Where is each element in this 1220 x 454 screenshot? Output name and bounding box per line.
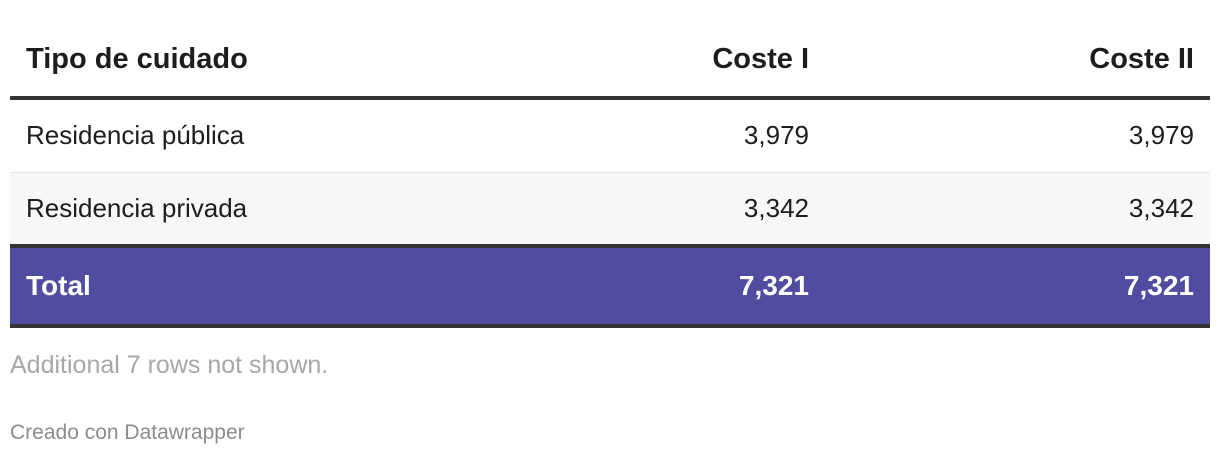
total-coste-2: 7,321 <box>825 244 1210 328</box>
column-header-tipo[interactable]: Tipo de cuidado <box>10 0 615 100</box>
table-chart: Tipo de cuidado Coste I Coste II Residen… <box>10 0 1210 446</box>
header-row: Tipo de cuidado Coste I Coste II <box>10 0 1210 100</box>
total-label: Total <box>10 244 615 328</box>
cell-coste-2: 3,979 <box>825 98 1210 173</box>
column-header-coste-2[interactable]: Coste II <box>825 0 1210 100</box>
datawrapper-credit[interactable]: Creado con Datawrapper <box>10 421 245 444</box>
total-coste-1: 7,321 <box>615 244 825 328</box>
row-label: Residencia pública <box>10 98 615 173</box>
row-label: Residencia privada <box>10 172 615 246</box>
data-table: Tipo de cuidado Coste I Coste II Residen… <box>10 0 1210 328</box>
total-row: Total 7,321 7,321 <box>10 244 1210 328</box>
table-row: Residencia privada 3,342 3,342 <box>10 172 1210 246</box>
cell-coste-1: 3,979 <box>615 98 825 173</box>
cell-coste-2: 3,342 <box>825 172 1210 246</box>
rows-not-shown-note: Additional 7 rows not shown. <box>10 351 329 379</box>
cell-coste-1: 3,342 <box>615 172 825 246</box>
table-row: Residencia pública 3,979 3,979 <box>10 98 1210 173</box>
column-header-coste-1[interactable]: Coste I <box>615 0 825 100</box>
